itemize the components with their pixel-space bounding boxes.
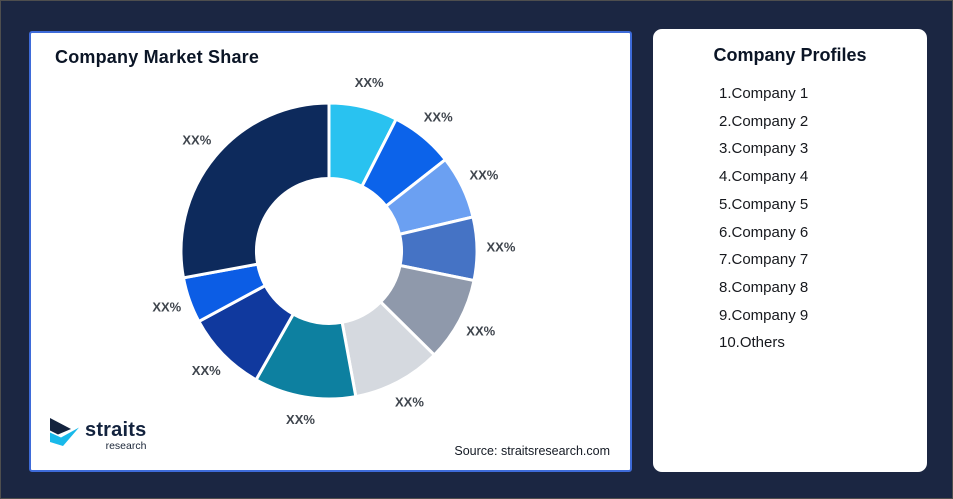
segment-label-1: XX% [355, 75, 384, 90]
donut-segment-10 [179, 101, 331, 280]
company-list-item-7: 7.Company 7 [719, 251, 809, 269]
company-list-item-2: 2.Company 2 [719, 112, 809, 130]
company-list: 1.Company 1 2.Company 2 3.Company 3 4.Compa… [653, 80, 927, 357]
company-list-item-8: 8.Company 8 [719, 278, 809, 296]
logo-text: straits research [85, 420, 146, 452]
company-list-item-6: 6.Company 6 [719, 223, 809, 241]
segment-label-8: XX% [192, 363, 221, 378]
company-list-item-10: 10.Others [719, 334, 785, 352]
straits-logo-icon [49, 418, 81, 454]
company-list-item-9: 9.Company 9 [719, 306, 809, 324]
segment-label-4: XX% [487, 240, 516, 255]
company-profiles-panel: Company Profiles 1.Company 1 2.Company 2 3… [653, 29, 927, 472]
segment-label-10: XX% [182, 132, 211, 147]
segment-label-6: XX% [395, 394, 424, 409]
logo-name: straits [85, 419, 147, 441]
chart-title: Company Market Share [55, 47, 260, 67]
source-note: Source: straitsresearch.com [454, 444, 610, 458]
company-list-item-3: 3.Company 3 [719, 140, 809, 158]
segment-label-7: XX% [286, 412, 315, 427]
market-share-panel: Company Market Share XX% XX% XX% XX% XX% XX% X… [29, 31, 632, 472]
company-list-item-4: 4.Company 4 [719, 168, 809, 186]
company-list-item-5: 5.Company 5 [719, 195, 809, 213]
segment-label-9: XX% [152, 300, 181, 315]
company-list-item-1: 1.Company 1 [719, 85, 809, 102]
profiles-title: Company Profiles [713, 45, 867, 65]
segment-label-3: XX% [469, 168, 498, 183]
segment-label-5: XX% [466, 323, 495, 338]
segment-label-2: XX% [424, 110, 453, 125]
logo-subtitle: research [105, 440, 147, 452]
donut-chart: XX% XX% XX% XX% XX% XX% XX% XX% XX% XX% [152, 75, 516, 427]
straits-research-logo: straits research [49, 418, 146, 454]
